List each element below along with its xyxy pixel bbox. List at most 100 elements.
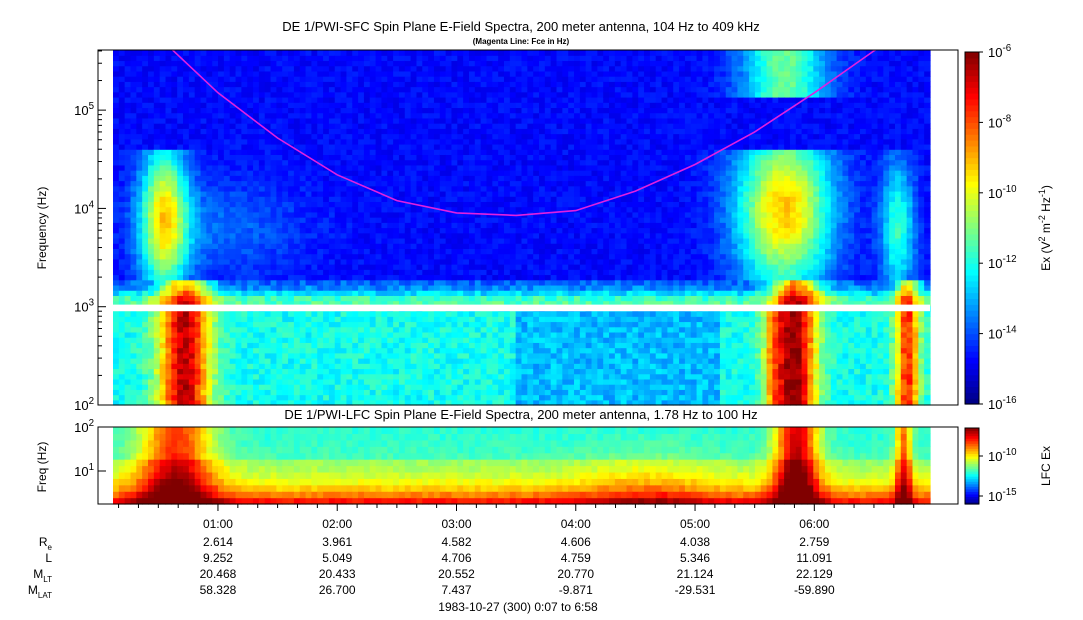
sfc-cell [241,196,248,202]
sfc-cell [159,149,167,156]
sfc-cell [270,175,277,182]
sfc-cell [317,352,324,359]
sfc-cell [486,384,493,390]
sfc-cell [153,352,161,359]
sfc-cell [136,138,143,145]
sfc-cell [340,102,348,109]
sfc-cell [136,70,143,77]
sfc-cell [229,295,237,302]
sfc-cell [276,170,283,176]
sfc-cell [177,138,184,145]
sfc-cell [153,185,161,192]
sfc-cell [171,149,178,156]
sfc-cell [463,399,470,406]
sfc-cell [276,373,283,380]
sfc-cell [247,373,254,380]
sfc-cell [148,70,155,77]
sfc-cell [142,243,149,249]
sfc-cell [113,117,120,124]
sfc-cell [340,185,348,192]
sfc-cell [183,389,190,396]
sfc-cell [188,175,196,182]
sfc-cell [148,378,155,385]
sfc-cell [480,154,488,161]
sfc-cell [206,196,213,202]
sfc-cell [340,243,348,249]
sfc-cell [457,133,464,140]
sfc-cell [352,243,359,249]
sfc-cell [264,232,272,239]
sfc-cell [293,112,301,119]
sfc-cell [393,112,400,119]
sfc-cell [363,227,371,234]
sfc-cell [165,394,172,401]
sfc-cell [200,180,207,187]
sfc-cell [404,50,412,56]
sfc-cell [270,128,277,135]
sfc-cell [358,237,365,244]
sfc-cell [352,394,359,401]
sfc-cell [130,185,137,192]
sfc-cell [165,378,172,385]
sfc-cell [130,70,137,77]
sfc-cell [375,138,383,145]
sfc-cell [270,337,277,343]
sfc-cell [393,96,400,103]
sfc-cell [404,55,412,62]
sfc-cell [323,384,330,390]
sfc-cell [270,86,277,93]
sfc-cell [194,138,202,145]
sfc-cell [445,107,453,114]
sfc-cell [334,358,342,364]
sfc-cell [334,347,342,354]
sfc-cell [118,50,126,56]
sfc-cell [183,117,190,124]
sfc-cell [136,363,143,370]
sfc-cell [398,206,406,213]
sfc-cell [363,399,371,406]
sfc-cell [218,227,225,234]
sfc-cell [328,399,336,406]
sfc-cell [311,81,318,88]
sfc-cell [229,290,237,296]
sfc-cell [521,253,528,260]
sfc-cell [527,363,534,370]
sfc-cell [142,290,149,296]
sfc-cell [177,274,184,281]
sfc-cell [363,70,371,77]
sfc-cell [503,290,511,296]
sfc-cell [346,331,353,338]
sfc-cell [188,358,196,364]
sfc-cell [323,55,330,62]
sfc-cell [533,211,540,218]
sfc-cell [200,128,207,135]
sfc-cell [515,154,523,161]
sfc-cell [439,96,447,103]
sfc-cell [241,123,248,129]
sfc-cell [305,217,313,223]
sfc-cell [346,274,353,281]
sfc-cell [428,300,435,307]
sfc-cell [153,164,161,171]
sfc-cell [305,399,313,406]
sfc-cell [118,76,126,82]
sfc-cell [200,96,207,103]
sfc-cell [533,248,540,255]
sfc-cell [299,279,307,286]
sfc-cell [369,112,377,119]
sfc-cell [311,394,318,401]
sfc-cell [212,133,219,140]
sfc-cell [136,50,143,56]
sfc-cell [387,123,394,129]
sfc-cell [200,352,207,359]
sfc-cell [468,358,476,364]
sfc-cell [358,217,365,223]
sfc-cell [136,112,143,119]
sfc-cell [486,128,493,135]
sfc-cell [235,347,242,354]
sfc-cell [480,227,488,234]
sfc-cell [474,347,482,354]
sfc-cell [270,347,277,354]
sfc-cell [340,237,348,244]
sfc-cell [142,217,149,223]
